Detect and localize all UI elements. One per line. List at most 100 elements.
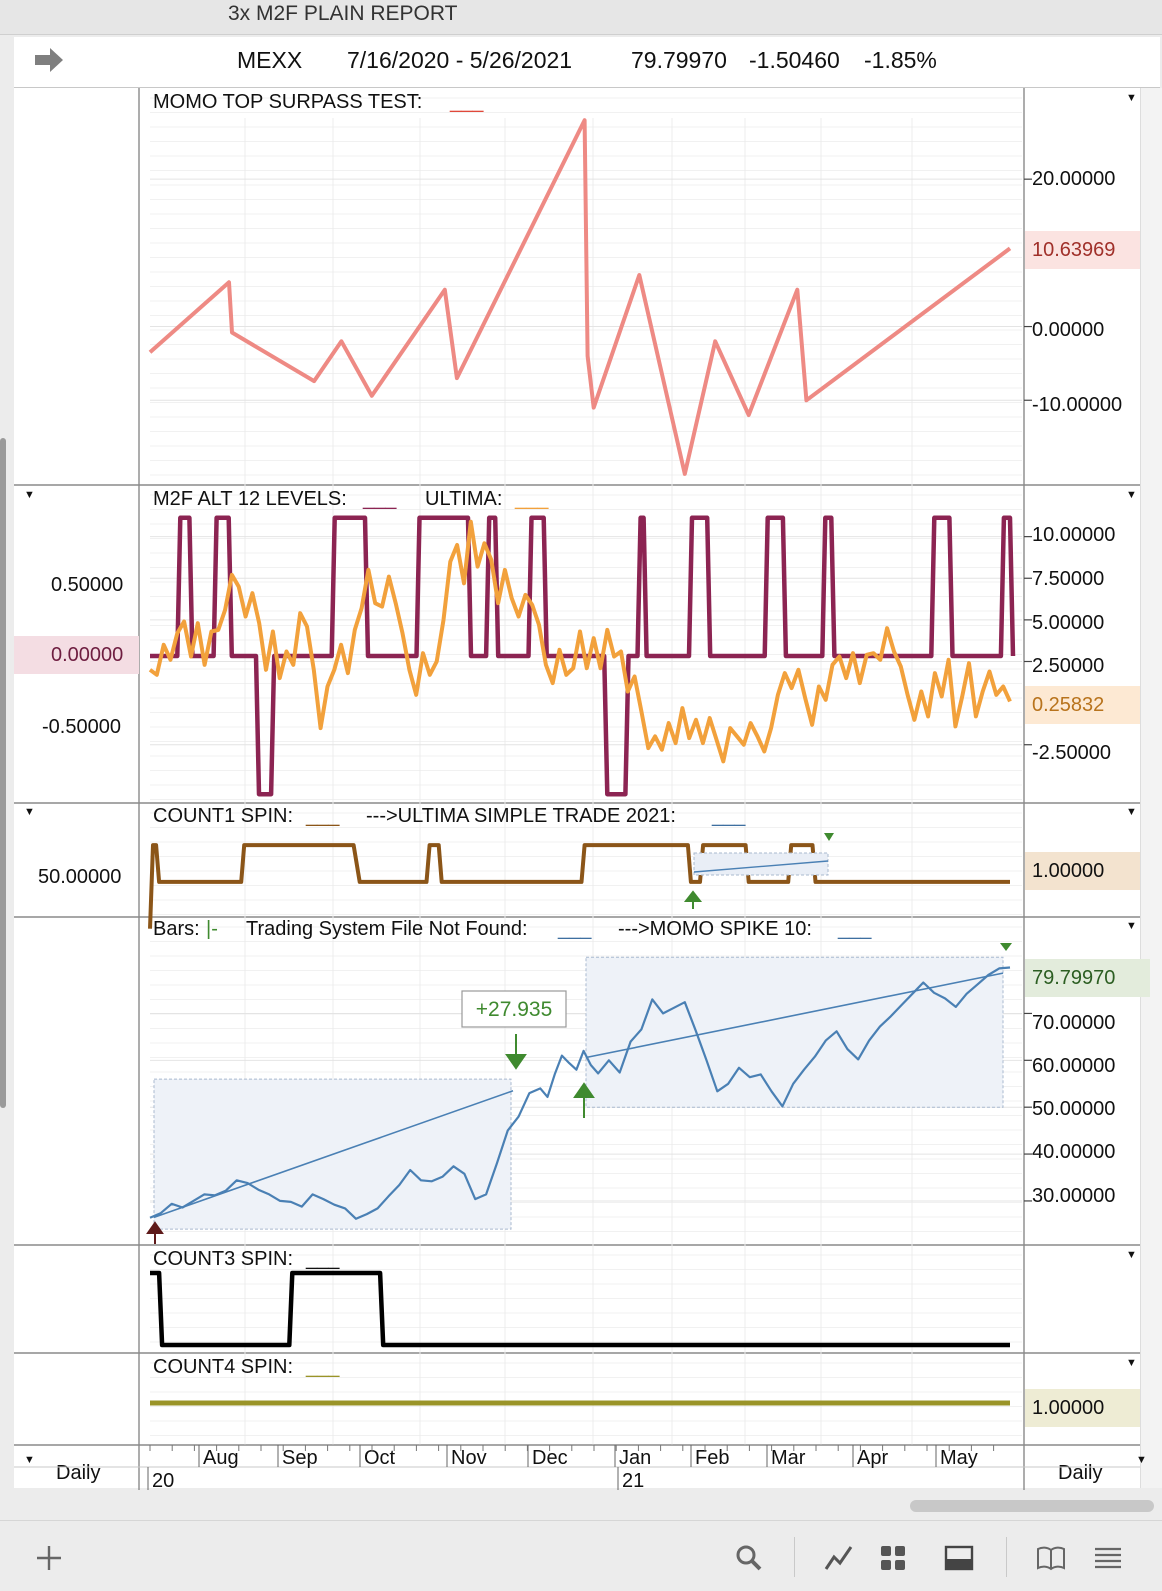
buy-arrow-icon	[573, 1082, 595, 1118]
month-label: Nov	[451, 1447, 487, 1469]
charts-canvas[interactable]: MOMO TOP SURPASS TEST: ___ 20.00000 0.00…	[0, 0, 1162, 1520]
month-label: Apr	[857, 1447, 888, 1469]
trade-range-box	[693, 852, 829, 876]
m2f-left-badge-text: 0.00000	[51, 644, 123, 666]
m2f-left-tick: 0.50000	[51, 574, 123, 596]
m2f-tick: 2.50000	[1032, 655, 1104, 677]
m2f-tick: -2.50000	[1032, 742, 1111, 764]
toolbar-separator	[1006, 1537, 1007, 1577]
month-label: Jan	[619, 1447, 651, 1469]
ultima-simple-trade-suffix: ___	[711, 805, 746, 827]
count3-title-suffix: ___	[305, 1248, 340, 1270]
month-label: Aug	[203, 1447, 239, 1469]
period-right[interactable]: Daily	[1058, 1462, 1102, 1484]
momo-spike-suffix: ___	[837, 918, 872, 940]
price-tick: 30.00000	[1032, 1185, 1115, 1207]
ultima-line	[148, 519, 1012, 764]
momo-spike-marker-icon	[1000, 943, 1012, 951]
momo-tick: 0.00000	[1032, 319, 1104, 341]
m2f-tick: 7.50000	[1032, 568, 1104, 590]
count3-line	[150, 1270, 1010, 1348]
momo-title-suffix: ___	[449, 91, 484, 113]
go-arrow-icon[interactable]	[32, 45, 66, 75]
trade-trendline	[693, 860, 829, 873]
add-icon[interactable]	[34, 1543, 64, 1573]
m2f-line	[150, 515, 1016, 797]
year-label: 20	[152, 1470, 174, 1492]
count4-value-badge	[1025, 1389, 1140, 1427]
ultima-simple-trade-title: --->ULTIMA SIMPLE TRADE 2021:	[366, 805, 676, 827]
bottom-toolbar	[0, 1520, 1162, 1591]
last-price: 79.79970	[631, 47, 727, 73]
right-panel-edge	[1140, 88, 1162, 1488]
bars-title: Bars:	[153, 918, 200, 940]
m2f-title: M2F ALT 12 LEVELS:	[153, 488, 347, 510]
buy-arrow-icon	[683, 890, 703, 909]
panel-menu-arrow-icon[interactable]: ▼	[1126, 1249, 1137, 1261]
m2f-title-suffix: ___	[362, 488, 397, 510]
panel-menu-arrow-icon[interactable]: ▼	[1126, 489, 1137, 501]
symbol-header: MEXX 7/16/2020 - 5/26/2021 79.79970 -1.5…	[14, 37, 1160, 88]
trend-range-box	[585, 956, 1004, 1108]
m2f-left-badge	[14, 636, 139, 674]
price-change-percent: -1.85%	[864, 47, 937, 73]
month-label: May	[940, 1447, 978, 1469]
trend-regression-line	[585, 972, 1004, 1059]
count1-value-badge-text: 1.00000	[1032, 860, 1104, 882]
count4-title: COUNT4 SPIN:	[153, 1356, 293, 1378]
ultima-title-suffix: ___	[514, 488, 549, 510]
chart-line-icon[interactable]	[824, 1543, 854, 1573]
momo-title: MOMO TOP SURPASS TEST:	[153, 91, 422, 113]
window-title: 3x M2F PLAIN REPORT	[228, 2, 458, 25]
panel-menu-arrow-icon[interactable]: ▼	[1126, 920, 1137, 932]
price-tick: 40.00000	[1032, 1141, 1115, 1163]
book-icon[interactable]	[1036, 1543, 1066, 1573]
price-tick: 60.00000	[1032, 1055, 1115, 1077]
x-axis: Aug Sep Oct Nov Dec Jan Feb Mar Apr May 20 21	[14, 1444, 1140, 1492]
trading-system-title: Trading System File Not Found:	[246, 918, 528, 940]
month-label: Feb	[695, 1447, 729, 1469]
period-left[interactable]: Daily	[56, 1462, 100, 1484]
m2f-tick: 5.00000	[1032, 612, 1104, 634]
ultima-value-badge-text: 0.25832	[1032, 694, 1104, 716]
gain-annotation-box	[461, 990, 567, 1028]
vertical-scroll-handle[interactable]	[0, 438, 6, 1108]
panel-layout-icon[interactable]	[944, 1543, 974, 1573]
count4-title-suffix: ___	[305, 1356, 340, 1378]
momo-tick: -10.00000	[1032, 394, 1122, 416]
panel-menu-arrow-icon[interactable]: ▼	[1126, 806, 1137, 818]
count1-title-suffix: ___	[305, 805, 340, 827]
price-value-badge	[1025, 959, 1150, 997]
count1-line	[148, 843, 1010, 929]
period-menu-arrow-icon[interactable]: ▼	[24, 1454, 35, 1466]
trading-system-suffix: ___	[557, 918, 592, 940]
panel-menu-arrow-icon[interactable]: ▼	[1126, 92, 1137, 104]
m2f-left-tick: -0.50000	[42, 716, 121, 738]
price-value-badge-text: 79.79970	[1032, 967, 1115, 989]
sell-arrow-icon	[505, 1034, 527, 1070]
momo-tick: 20.00000	[1032, 168, 1115, 190]
ultima-value-badge	[1025, 686, 1140, 724]
ultima-title: ULTIMA:	[425, 488, 502, 510]
panel-menu-arrow-icon[interactable]: ▼	[24, 806, 35, 818]
price-tick: 50.00000	[1032, 1098, 1115, 1120]
panel-menu-arrow-icon[interactable]: ▼	[1126, 1357, 1137, 1369]
grid-layout-icon[interactable]	[878, 1543, 908, 1573]
date-range: 7/16/2020 - 5/26/2021	[347, 47, 573, 73]
search-icon[interactable]	[734, 1543, 764, 1573]
count4-value-badge-text: 1.00000	[1032, 1397, 1104, 1419]
bars-title-suffix: |-	[206, 918, 218, 940]
month-label: Mar	[771, 1447, 806, 1469]
list-menu-icon[interactable]	[1093, 1543, 1123, 1573]
momo-line	[148, 118, 1012, 476]
period-menu-arrow-icon[interactable]: ▼	[1136, 1454, 1147, 1466]
momo-spike-title: --->MOMO SPIKE 10:	[618, 918, 812, 940]
price-tick: 70.00000	[1032, 1012, 1115, 1034]
count3-title: COUNT3 SPIN:	[153, 1248, 293, 1270]
horizontal-scrollbar[interactable]	[910, 1500, 1154, 1512]
year-label: 21	[622, 1470, 644, 1492]
month-label: Dec	[532, 1447, 568, 1469]
entry-arrow-icon	[146, 1221, 164, 1244]
panel-menu-arrow-icon[interactable]: ▼	[24, 489, 35, 501]
price-line	[149, 966, 1011, 1220]
